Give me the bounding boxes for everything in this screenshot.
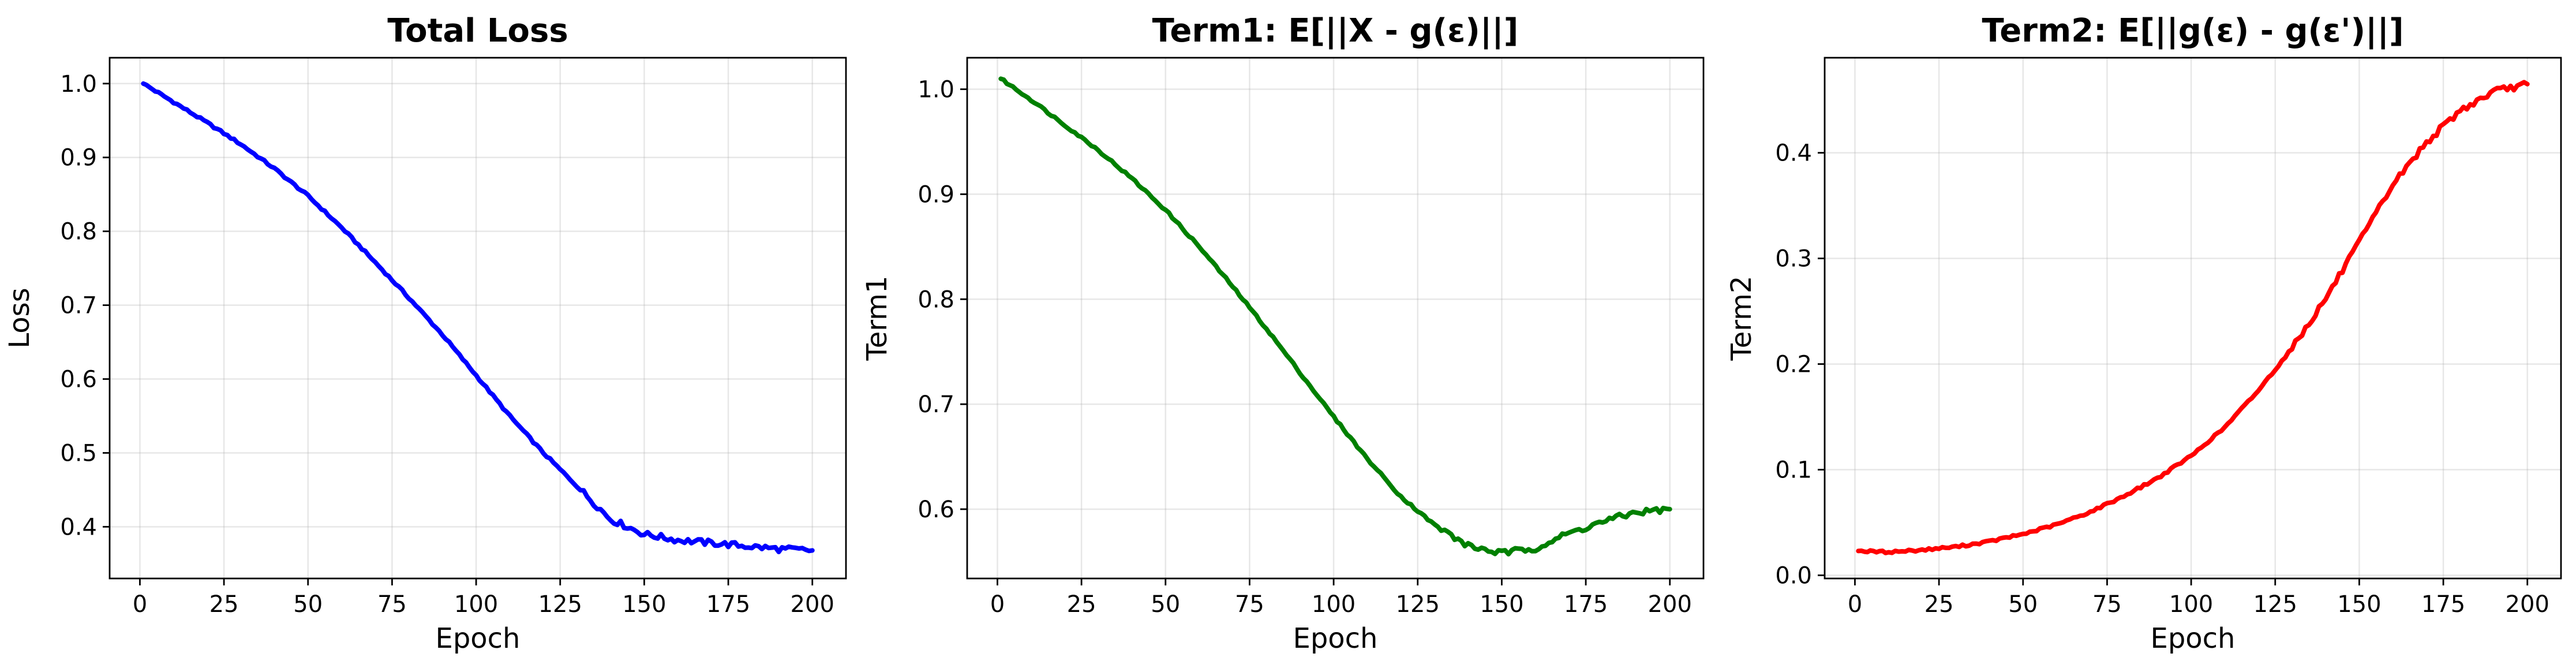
x-tick-label: 0	[990, 591, 1005, 618]
x-tick-label: 100	[1312, 591, 1356, 618]
series-line	[1856, 80, 2530, 555]
y-axis-label: Loss	[3, 288, 36, 348]
y-tick-label: 0.6	[918, 496, 954, 523]
x-tick-label: 75	[377, 591, 407, 618]
y-tick-label: 0.7	[918, 391, 954, 418]
x-tick-label: 25	[209, 591, 239, 618]
x-tick-label: 0	[1848, 591, 1862, 618]
x-tick-label: 50	[1151, 591, 1180, 618]
plot-frame	[108, 57, 847, 580]
y-tick-label: 0.9	[918, 181, 954, 208]
x-tick-label: 125	[2253, 591, 2297, 618]
x-tick-label: 75	[2092, 591, 2122, 618]
x-tick-label: 150	[2337, 591, 2381, 618]
x-tick-label: 175	[2421, 591, 2465, 618]
panel-term1: 0 25 50 75 100 125 150 175 200 0.6 0.7 0.8 0.9 1.0 Ter…	[861, 12, 1705, 655]
series-line	[141, 81, 815, 554]
chart-title: Total Loss	[387, 12, 568, 50]
x-tick-label: 50	[293, 591, 323, 618]
x-tick-label: 200	[2506, 591, 2549, 618]
y-tick-label: 0.8	[918, 286, 954, 313]
x-tick-label: 175	[706, 591, 750, 618]
y-axis-label: Term1	[861, 276, 893, 361]
y-tick-label: 0.5	[60, 440, 97, 466]
series-line	[998, 76, 1672, 557]
x-tick-label: 25	[1924, 591, 1954, 618]
y-tick-label: 0.0	[1775, 563, 1812, 589]
x-tick-label: 100	[454, 591, 498, 618]
y-tick-label: 0.1	[1775, 457, 1812, 484]
x-tick-label: 50	[2008, 591, 2038, 618]
y-tick-label: 1.0	[60, 71, 97, 98]
x-tick-label: 150	[622, 591, 666, 618]
plot-frame	[1824, 57, 2562, 580]
x-tick-label: 200	[1648, 591, 1692, 618]
x-tick-label: 150	[1480, 591, 1523, 618]
y-tick-label: 0.4	[60, 514, 97, 540]
chart-title: Term2: E[||g(ε) - g(ε')||]	[1982, 12, 2403, 50]
panel-term2: 0 25 50 75 100 125 150 175 200 0.0 0.1 0.2 0.3 0.4 Ter…	[1725, 12, 2562, 655]
y-tick-label: 0.2	[1775, 352, 1812, 378]
y-tick-label: 0.3	[1775, 246, 1812, 272]
y-tick-label: 0.4	[1775, 140, 1812, 167]
x-axis-label: Epoch	[436, 622, 521, 655]
y-tick-label: 0.7	[60, 293, 97, 319]
x-tick-label: 125	[538, 591, 582, 618]
x-axis-label: Epoch	[2151, 622, 2236, 655]
x-tick-label: 175	[1564, 591, 1608, 618]
y-tick-label: 0.9	[60, 145, 97, 171]
y-tick-label: 1.0	[918, 77, 954, 103]
x-tick-label: 75	[1235, 591, 1264, 618]
x-tick-label: 200	[791, 591, 834, 618]
chart-title: Term1: E[||X - g(ε)||]	[1152, 12, 1519, 50]
y-tick-label: 0.8	[60, 219, 97, 245]
x-axis-label: Epoch	[1293, 622, 1378, 655]
x-tick-label: 0	[133, 591, 147, 618]
x-tick-label: 100	[2169, 591, 2213, 618]
y-axis-label: Term2	[1725, 276, 1758, 361]
x-tick-label: 25	[1067, 591, 1096, 618]
y-tick-label: 0.6	[60, 367, 97, 393]
plot-frame	[966, 57, 1705, 580]
x-tick-label: 125	[1396, 591, 1440, 618]
panel-total-loss: 0 25 50 75 100 125 150 175 200 0.4 0.5 0.6 0.7 0.8 0.9…	[3, 12, 847, 655]
